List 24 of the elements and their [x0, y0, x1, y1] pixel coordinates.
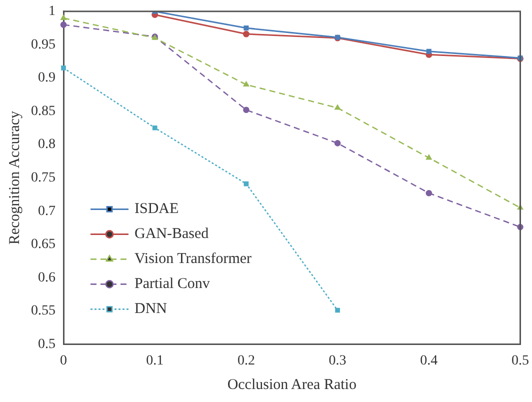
y-tick-label: 0.75	[31, 170, 56, 186]
y-tick-label: 0.85	[31, 104, 56, 119]
x-tick-label: 0	[60, 353, 67, 368]
x-tick-label: 0.2	[237, 353, 255, 368]
y-tick-label: 0.6	[38, 270, 56, 286]
legend-label: Vision Transformer	[134, 251, 252, 268]
y-tick-label: 0.65	[31, 237, 56, 252]
y-tick-label: 0.55	[31, 304, 56, 319]
y-tick-label: 0.95	[31, 37, 56, 52]
y-tick-label: 1	[48, 4, 56, 20]
y-tick-label: 0.7	[38, 204, 56, 219]
legend-label: Partial Conv	[134, 276, 210, 292]
y-axis-title: Recognition Accuracy	[6, 110, 23, 245]
x-axis-title: Occlusion Area Ratio	[227, 376, 356, 393]
y-tick-label: 0.9	[38, 70, 56, 86]
legend-label: GAN-Based	[134, 226, 210, 242]
legend-label: ISDAE	[134, 201, 179, 218]
y-tick-label: 0.8	[38, 137, 56, 152]
x-tick-label: 0.1	[146, 353, 164, 368]
x-tick-label: 0.3	[328, 353, 346, 368]
x-tick-label: 0.5	[512, 353, 529, 368]
x-tick-label: 0.4	[420, 353, 438, 368]
legend-label: DNN	[134, 301, 168, 318]
y-tick-label: 0.5	[38, 336, 56, 352]
